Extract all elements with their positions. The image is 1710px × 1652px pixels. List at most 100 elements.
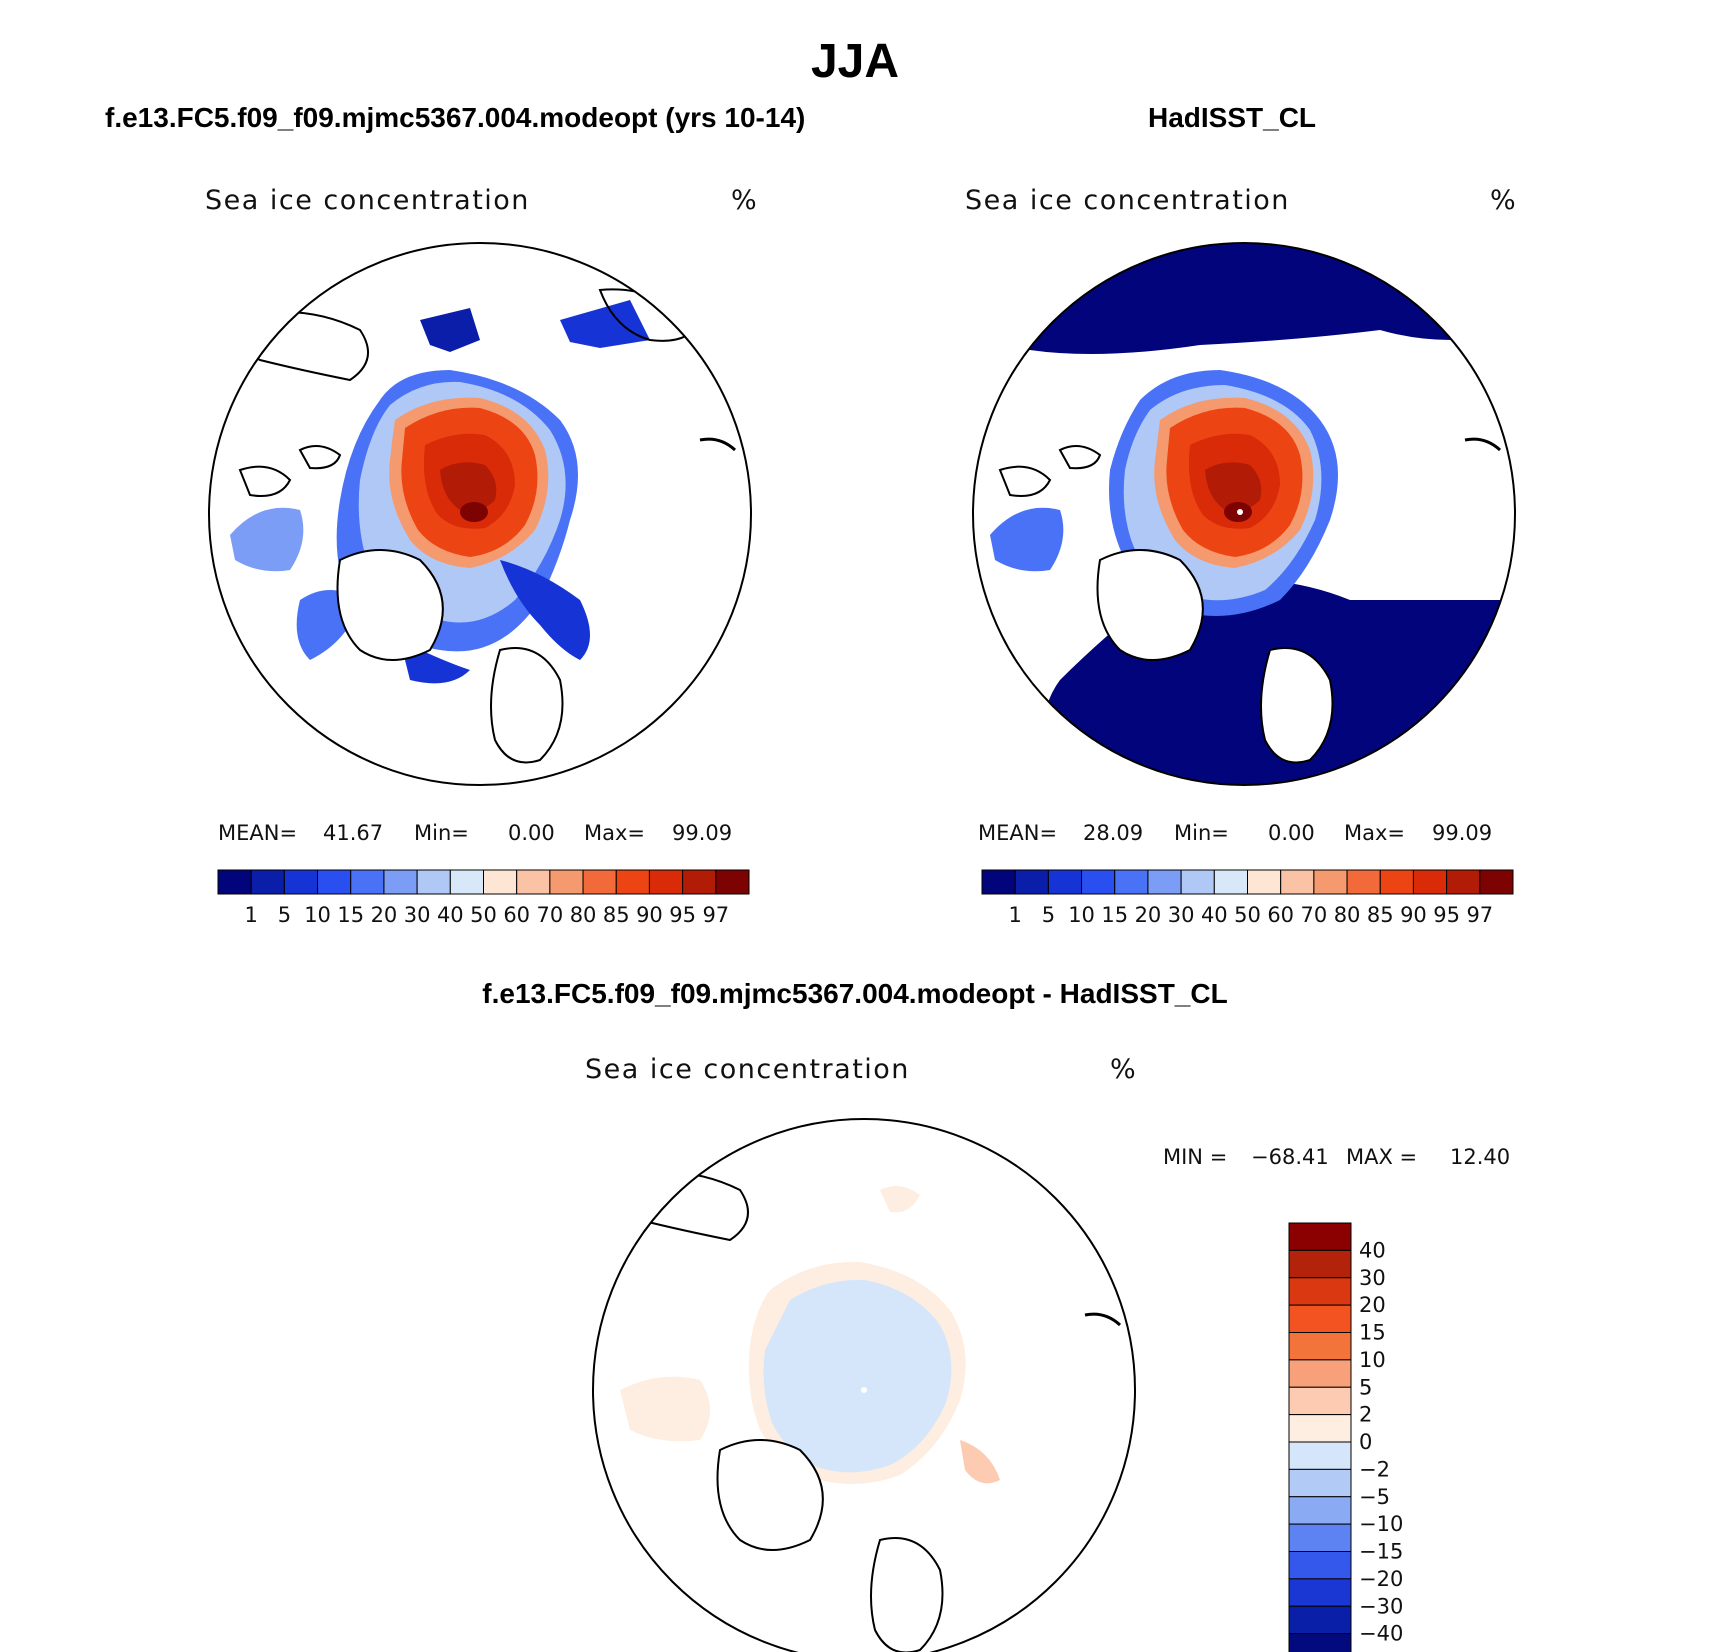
colorbar2-swatch — [1180, 869, 1215, 895]
colorbar-panel-1: 1 5 10 15 20 30 40 50 60 70 80 85 90 95 97 — [217, 869, 750, 927]
panel1-case-title: f.e13.FC5.f09_f09.mjmc5367.004.modeopt (… — [105, 102, 806, 133]
colorbar2-swatch — [1213, 869, 1248, 895]
panel2-mean-value: 28.09 — [1083, 821, 1144, 845]
colorbar-diff-tick-label: 2 — [1359, 1403, 1372, 1427]
map-diff-boundary — [592, 1118, 1136, 1652]
colorbar1-tick-label: 80 — [570, 903, 597, 927]
colorbar-diff-swatch — [1288, 1633, 1352, 1652]
colorbar2-swatch — [1147, 869, 1182, 895]
diff-max-label: MAX = — [1346, 1145, 1418, 1169]
colorbar2-tick-label: 50 — [1234, 903, 1261, 927]
colorbar1-swatch — [648, 869, 684, 895]
colorbar1-swatch — [715, 869, 750, 895]
colorbar-diff-tick-label: −30 — [1359, 1594, 1403, 1618]
colorbar-diff-tick-label: −40 — [1359, 1622, 1403, 1646]
panel1-max-value: 99.09 — [672, 821, 733, 845]
colorbar-diff-tick-label: −15 — [1359, 1540, 1403, 1564]
colorbar2-swatch — [1047, 869, 1083, 895]
colorbar-diff-tick-label: −2 — [1359, 1457, 1390, 1481]
colorbar2-swatch — [1479, 869, 1514, 895]
colorbar-diff-tick-label: −20 — [1359, 1567, 1403, 1591]
colorbar1-tick-label: 30 — [404, 903, 431, 927]
panel1-variable-label: Sea ice concentration — [205, 185, 530, 216]
colorbar2-tick-label: 15 — [1101, 903, 1128, 927]
colorbar2-swatch — [1014, 869, 1049, 895]
colorbar2-tick-label: 90 — [1400, 903, 1427, 927]
colorbar-diff-swatch — [1288, 1468, 1352, 1498]
colorbar1-tick-label: 40 — [437, 903, 464, 927]
colorbar1-tick-label: 50 — [470, 903, 497, 927]
colorbar1-swatch — [615, 869, 650, 895]
map-panel-2 — [973, 243, 1515, 785]
colorbar2-swatch — [1247, 869, 1282, 895]
colorbar1-swatch — [449, 869, 484, 895]
colorbar2-tick-label: 70 — [1301, 903, 1328, 927]
colorbar2-tick-label: 30 — [1168, 903, 1195, 927]
colorbar2-swatch — [1379, 869, 1414, 895]
diff-min-value: −68.41 — [1251, 1145, 1329, 1169]
colorbar-panel-2: 1 5 10 15 20 30 40 50 60 70 80 85 90 95 97 — [981, 869, 1514, 927]
colorbar1-tick-label: 97 — [702, 903, 729, 927]
colorbar-diff-swatch — [1288, 1249, 1352, 1279]
colorbar1-tick-label: 20 — [371, 903, 398, 927]
colorbar1-tick-label: 1 — [245, 903, 258, 927]
colorbar2-tick-label: 97 — [1466, 903, 1493, 927]
map-2-boundary — [972, 242, 1516, 786]
colorbar2-tick-label: 20 — [1135, 903, 1162, 927]
colorbar2-swatch — [1114, 869, 1149, 895]
colorbar-diff-tick-label: 15 — [1359, 1321, 1386, 1345]
diff-min-label: MIN = — [1163, 1145, 1228, 1169]
colorbar2-swatch — [1346, 869, 1381, 895]
colorbar2-tick-label: 95 — [1433, 903, 1460, 927]
colorbar-diff-tick-label: −10 — [1359, 1512, 1403, 1536]
colorbar-diff-tick-label: 40 — [1359, 1238, 1386, 1262]
colorbar1-swatch — [549, 869, 584, 895]
colorbar2-swatch — [1412, 869, 1448, 895]
panel1-units-label: % — [731, 185, 759, 216]
figure-title: JJA — [810, 35, 900, 88]
panel2-min-value: 0.00 — [1268, 821, 1315, 845]
colorbar-diff-tick-label: 10 — [1359, 1348, 1386, 1372]
colorbar1-swatch — [416, 869, 451, 895]
colorbar-diff-swatch — [1288, 1222, 1352, 1251]
panel1-max-label: Max= — [584, 821, 646, 845]
colorbar1-tick-label: 10 — [304, 903, 331, 927]
colorbar2-tick-label: 10 — [1068, 903, 1095, 927]
colorbar-diff-tick-label: 30 — [1359, 1266, 1386, 1290]
diff-max-value: 12.40 — [1450, 1145, 1511, 1169]
colorbar1-tick-label: 60 — [503, 903, 530, 927]
colorbar1-swatch — [350, 869, 385, 895]
colorbar-diff-tick-label: 5 — [1359, 1375, 1372, 1399]
colorbar2-tick-label: 85 — [1367, 903, 1394, 927]
colorbar-diff-swatch — [1288, 1523, 1352, 1552]
colorbar-diff-swatch — [1288, 1414, 1352, 1443]
colorbar-diff-tick-label: 20 — [1359, 1293, 1386, 1317]
panel2-variable-label: Sea ice concentration — [965, 185, 1290, 216]
colorbar1-tick-label: 5 — [278, 903, 291, 927]
colorbar-diff-swatch — [1288, 1441, 1352, 1470]
panel2-max-label: Max= — [1344, 821, 1406, 845]
colorbar1-swatch — [283, 869, 319, 895]
colorbar2-swatch — [1280, 869, 1315, 895]
colorbar1-tick-label: 95 — [669, 903, 696, 927]
panel2-mean-label: MEAN= — [978, 821, 1058, 845]
diff-panel-title: f.e13.FC5.f09_f09.mjmc5367.004.modeopt -… — [482, 978, 1228, 1009]
colorbar2-tick-label: 5 — [1042, 903, 1055, 927]
colorbar1-swatch — [682, 869, 717, 895]
panel1-min-value: 0.00 — [508, 821, 555, 845]
colorbar1-tick-label: 70 — [537, 903, 564, 927]
colorbar2-swatch — [1446, 869, 1481, 895]
colorbar1-swatch — [217, 869, 252, 895]
panel1-mean-value: 41.67 — [323, 821, 384, 845]
colorbar-diff-swatch — [1288, 1359, 1352, 1388]
colorbar1-swatch — [317, 869, 352, 895]
colorbar-diff-swatch — [1288, 1332, 1352, 1361]
panel2-min-label: Min= — [1174, 821, 1229, 845]
colorbar2-swatch — [1313, 869, 1348, 895]
colorbar1-swatch — [516, 869, 551, 895]
colorbar-diff-swatch — [1288, 1277, 1352, 1306]
panel2-max-value: 99.09 — [1432, 821, 1493, 845]
colorbar-diff-tick-label: 0 — [1359, 1430, 1372, 1454]
